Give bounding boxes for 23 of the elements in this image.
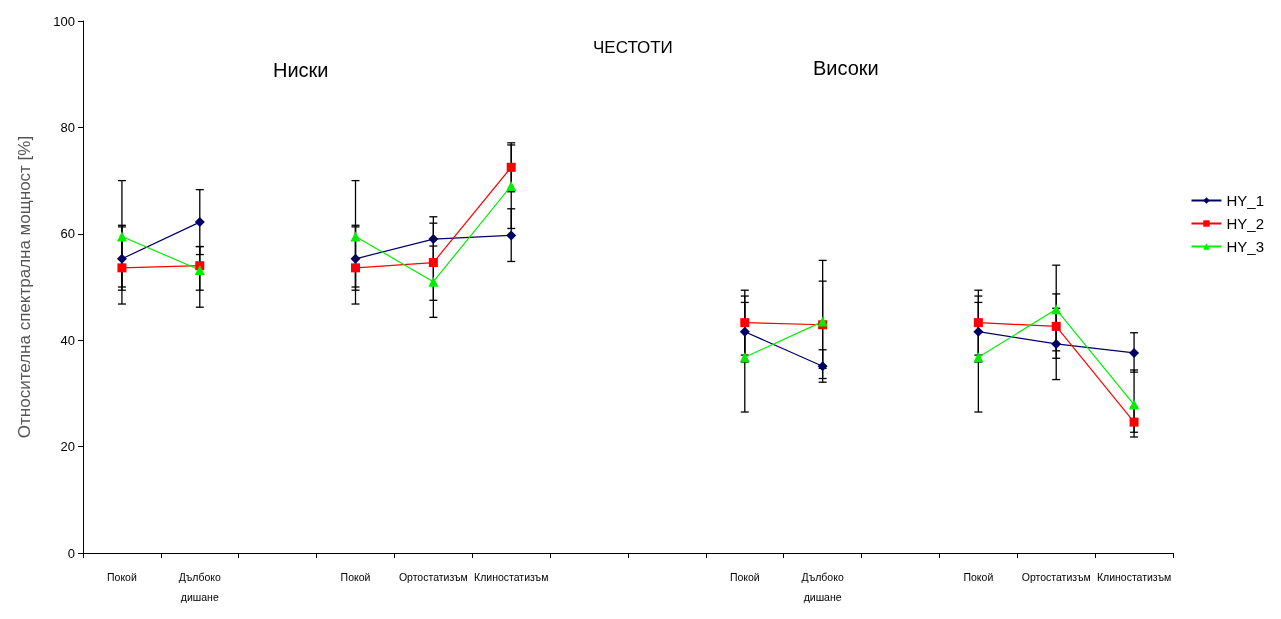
- x-tick-label: Покой: [107, 571, 137, 583]
- x-tick-label: Покой: [340, 571, 371, 583]
- text: ЧЕСТОТИ: [593, 38, 673, 57]
- annotation: Ниски: [273, 59, 329, 81]
- y-tick-label: 80: [60, 119, 75, 135]
- x-tick-label: Покой: [729, 571, 760, 583]
- legend-label: HY_3: [1226, 238, 1265, 255]
- y-axis-title: Относителна спектрална мощност [%]: [15, 135, 34, 439]
- y-tick-label: 100: [53, 13, 75, 29]
- legend-label: HY_2: [1226, 215, 1265, 232]
- annotation: Високи: [813, 57, 879, 79]
- x-tick-label: Ортостатизъм: [1021, 571, 1091, 583]
- y-tick-label: 0: [67, 545, 75, 561]
- y-tick-label: 20: [60, 439, 75, 455]
- x-tick-label: Дълбоко дишане: [801, 571, 844, 603]
- x-tick-label: Покой: [963, 571, 994, 583]
- x-tick-label: Ортостатизъм: [398, 571, 468, 583]
- x-tick-label: Дълбоко дишане: [178, 571, 222, 603]
- y-tick-label: 60: [60, 226, 75, 242]
- x-tick-label: Клиностатизъм: [474, 571, 549, 583]
- x-tick-label: Клиностатизъм: [1096, 571, 1172, 583]
- legend-label: HY_1: [1226, 192, 1265, 209]
- y-tick-label: 40: [60, 332, 75, 348]
